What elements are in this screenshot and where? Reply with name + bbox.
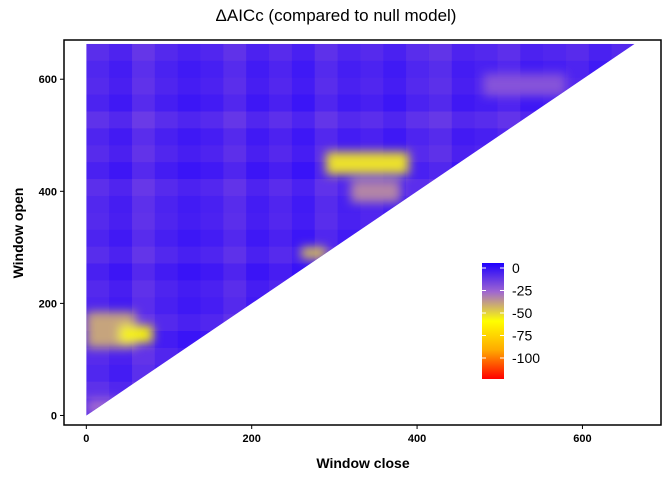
heatmap-hotspot: [350, 180, 401, 203]
y-tick-label: 0: [51, 410, 57, 422]
heatmap-column-band: [566, 43, 589, 416]
y-tick-label: 600: [39, 74, 57, 86]
heatmap-row-band: [86, 263, 635, 281]
heatmap-hotspot: [193, 348, 227, 360]
heatmap-row-band: [86, 43, 635, 61]
heatmap-row-band: [86, 364, 635, 382]
heatmap-hotspot: [301, 247, 327, 259]
legend-label: -75: [512, 328, 532, 344]
heatmap-row-band: [86, 212, 635, 230]
x-tick-label: 600: [573, 433, 591, 445]
heatmap-row-band: [86, 331, 635, 348]
legend-label: 0: [512, 260, 520, 276]
heatmap-row-band: [86, 246, 635, 264]
heatmap-cells: [86, 43, 635, 416]
heatmap-column-band: [200, 43, 224, 416]
heatmap-column-band: [177, 43, 201, 416]
heatmap-column-band: [588, 43, 612, 416]
heatmap-hotspot: [483, 73, 566, 97]
heatmap-hotspot: [119, 325, 153, 343]
legend-label: -25: [512, 283, 532, 299]
heatmap-row-band: [86, 60, 635, 78]
heatmap-row-band: [86, 297, 635, 315]
heatmap-column-band: [154, 43, 178, 416]
heatmap-column-band: [611, 43, 635, 416]
legend-colorbar: [482, 263, 504, 379]
y-axis-title: Window open: [10, 188, 26, 279]
legend-label: -100: [512, 350, 540, 366]
x-axis-title: Window close: [316, 455, 409, 471]
heatmap-row-band: [86, 128, 635, 146]
heatmap-row-band: [86, 347, 635, 365]
heatmap-column-band: [132, 43, 155, 416]
heatmap-row-band: [86, 280, 635, 298]
x-axis: 0 200 400 600: [83, 425, 592, 445]
heatmap-hotspot: [326, 152, 409, 175]
heatmap-row-band: [86, 229, 635, 247]
heatmap-row-band: [86, 381, 635, 399]
heatmap-row-band: [86, 314, 635, 332]
chart-title: ΔAICc (compared to null model): [215, 6, 457, 25]
heatmap-hotspot: [86, 398, 120, 416]
y-tick-label: 400: [39, 186, 57, 198]
x-tick-label: 200: [243, 433, 261, 445]
legend-label: -50: [512, 305, 532, 321]
heatmap-row-band: [86, 94, 635, 112]
heatmap-row-band: [86, 398, 635, 416]
y-tick-label: 200: [39, 298, 57, 310]
heatmap-row-band: [86, 111, 635, 129]
x-tick-label: 400: [408, 433, 426, 445]
y-axis: 0 200 400 600: [39, 74, 64, 422]
heatmap-texture: [86, 43, 635, 416]
plot-panel-border: [63, 39, 662, 426]
x-tick-label: 0: [83, 433, 89, 445]
color-legend: 0 -25 -50 -75 -100: [482, 260, 540, 379]
